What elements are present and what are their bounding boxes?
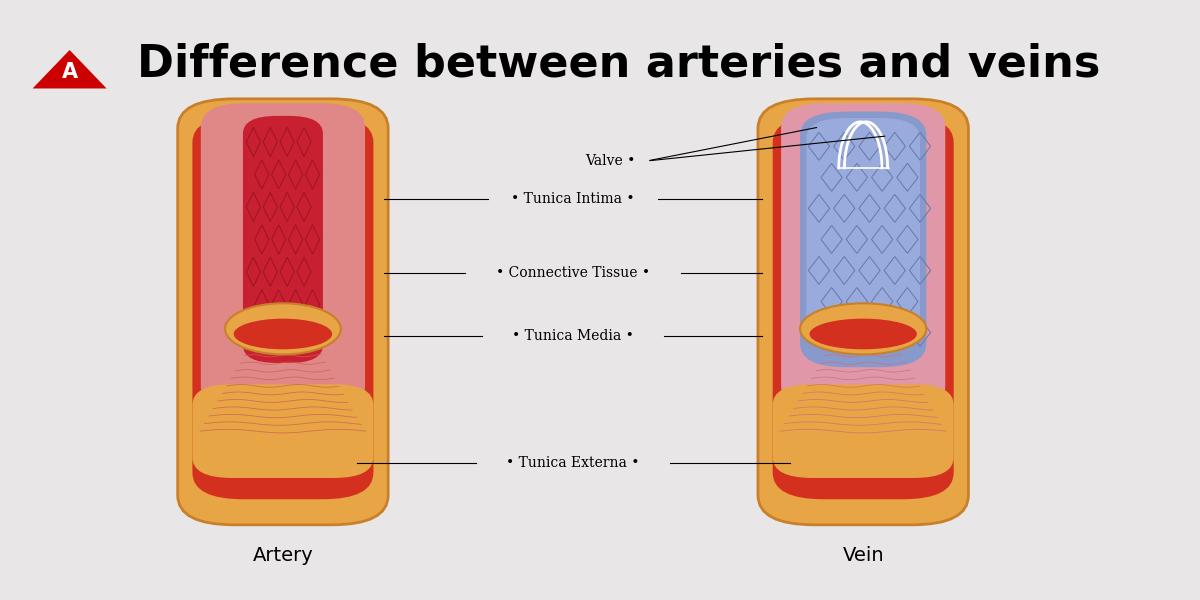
FancyBboxPatch shape: [178, 99, 388, 525]
FancyBboxPatch shape: [192, 384, 373, 478]
Text: Vein: Vein: [842, 546, 884, 565]
FancyBboxPatch shape: [806, 118, 920, 335]
Ellipse shape: [234, 319, 332, 349]
FancyBboxPatch shape: [192, 116, 373, 499]
Text: Artery: Artery: [252, 546, 313, 565]
FancyBboxPatch shape: [781, 103, 946, 410]
Ellipse shape: [810, 319, 917, 349]
Text: A: A: [61, 62, 78, 82]
Ellipse shape: [226, 304, 341, 355]
FancyBboxPatch shape: [800, 112, 926, 367]
Text: Valve •: Valve •: [586, 154, 636, 168]
Text: • Tunica Intima •: • Tunica Intima •: [511, 193, 635, 206]
FancyBboxPatch shape: [200, 103, 365, 410]
FancyBboxPatch shape: [773, 116, 954, 499]
FancyBboxPatch shape: [773, 384, 954, 478]
FancyBboxPatch shape: [242, 116, 323, 363]
Text: • Connective Tissue •: • Connective Tissue •: [496, 266, 650, 280]
Text: • Tunica Media •: • Tunica Media •: [512, 329, 634, 343]
FancyBboxPatch shape: [758, 99, 968, 525]
Text: • Tunica Externa •: • Tunica Externa •: [506, 456, 640, 470]
Ellipse shape: [800, 304, 926, 355]
Text: Difference between arteries and veins: Difference between arteries and veins: [137, 43, 1100, 86]
Polygon shape: [32, 50, 107, 88]
